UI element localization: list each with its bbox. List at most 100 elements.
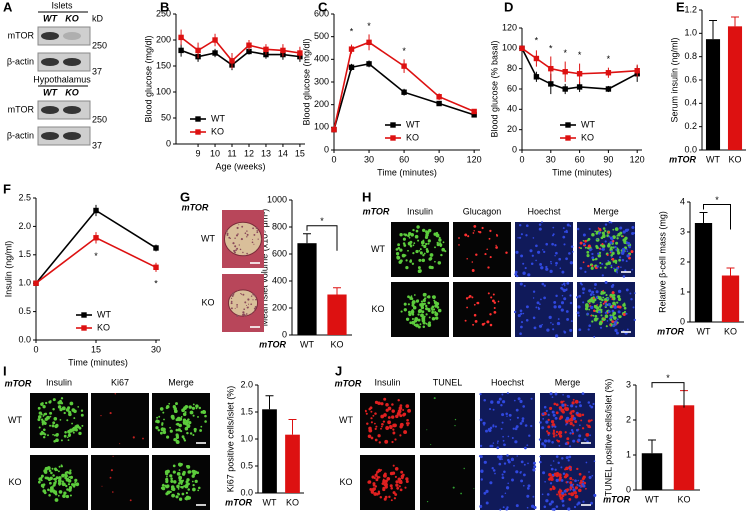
y-tick-label: 60 <box>507 83 517 93</box>
cell-dot <box>173 480 177 484</box>
cell-dot <box>426 429 428 431</box>
cell-dot <box>69 469 72 472</box>
cell-dot <box>562 393 564 396</box>
cell-dot <box>389 484 393 488</box>
cell-dot <box>552 226 555 229</box>
cell-dot <box>562 235 566 239</box>
cell-dot <box>474 320 478 323</box>
cell-dot <box>253 310 255 313</box>
cell-dot <box>70 483 74 486</box>
cell-dot <box>547 439 551 443</box>
cell-dot <box>579 424 581 427</box>
cell-dot <box>590 501 593 505</box>
cell-dot <box>597 227 600 229</box>
cell-dot <box>538 223 542 226</box>
cell-dot <box>576 296 579 299</box>
cell-dot <box>505 412 508 416</box>
cell-dot <box>485 501 489 505</box>
cell-dot <box>584 270 587 274</box>
cell-dot <box>370 436 374 440</box>
cell-dot <box>192 483 195 487</box>
cell-dot <box>533 465 537 469</box>
cell-dot <box>246 252 248 255</box>
cell-dot <box>617 294 621 299</box>
cell-dot <box>464 233 468 237</box>
cell-dot <box>552 429 555 432</box>
y-tick-label: 1.0 <box>240 433 253 443</box>
data-point <box>280 47 286 54</box>
cell-dot <box>111 491 114 493</box>
cell-dot <box>175 435 180 440</box>
cell-dot <box>592 402 595 406</box>
cell-dot <box>397 243 401 247</box>
x-tick-label: KO <box>330 339 343 349</box>
micrograph <box>514 221 574 278</box>
cell-dot <box>542 418 545 420</box>
cell-dot <box>562 227 565 230</box>
cell-dot <box>404 254 407 257</box>
cell-dot <box>500 427 503 430</box>
lane-label: WT <box>43 13 58 23</box>
cell-dot <box>418 250 421 252</box>
cell-dot <box>178 423 182 428</box>
cell-dot <box>606 253 609 257</box>
cell-dot <box>541 442 545 446</box>
cell-dot <box>39 432 43 436</box>
cell-dot <box>547 418 550 422</box>
cell-dot <box>498 462 502 466</box>
cell-dot <box>518 223 522 227</box>
micrograph-bg <box>91 393 149 448</box>
cell-dot <box>194 479 198 484</box>
cell-dot <box>437 308 442 313</box>
cell-dot <box>407 303 410 306</box>
cell-dot <box>626 254 630 258</box>
bar <box>641 453 663 490</box>
cell-dot <box>465 297 469 300</box>
cell-dot <box>521 417 525 420</box>
cell-dot <box>69 401 74 406</box>
x-tick-label: WT <box>263 497 277 507</box>
cell-dot <box>601 263 604 265</box>
cell-dot <box>585 304 589 309</box>
cell-dot <box>236 306 238 308</box>
cell-dot <box>596 238 598 241</box>
cell-dot <box>563 489 567 493</box>
protein-label: mTOR <box>8 30 35 40</box>
cell-dot <box>604 240 607 243</box>
cell-dot <box>172 464 176 468</box>
cell-dot <box>400 424 404 427</box>
cell-dot <box>175 402 178 406</box>
channel-label: Insulin <box>46 377 72 387</box>
cell-dot <box>615 248 618 251</box>
cell-dot <box>622 313 626 316</box>
cell-dot <box>48 494 51 497</box>
cell-dot <box>66 419 69 422</box>
cell-dot <box>57 494 60 497</box>
cell-dot <box>622 275 626 278</box>
cell-dot <box>370 417 373 420</box>
cell-dot <box>486 320 490 324</box>
cell-dot <box>594 230 597 233</box>
cell-dot <box>536 301 540 305</box>
cell-dot <box>391 415 395 419</box>
cell-dot <box>560 479 564 482</box>
cell-dot <box>576 483 579 486</box>
cell-dot <box>112 455 114 457</box>
cell-dot <box>574 399 579 404</box>
significance-mark: * <box>666 373 670 383</box>
cell-dot <box>489 426 493 430</box>
blot-band <box>63 106 81 114</box>
cell-dot <box>398 480 402 484</box>
cell-dot <box>438 236 441 239</box>
cell-dot <box>578 488 582 493</box>
cell-dot <box>204 420 207 423</box>
cell-dot <box>565 310 569 313</box>
cell-dot <box>444 250 447 253</box>
cell-dot <box>606 312 609 314</box>
cell-dot <box>495 246 498 249</box>
cell-dot <box>409 240 413 244</box>
cell-dot <box>427 239 431 243</box>
cell-dot <box>400 310 403 313</box>
cell-dot <box>192 470 196 474</box>
cell-dot <box>405 265 409 270</box>
